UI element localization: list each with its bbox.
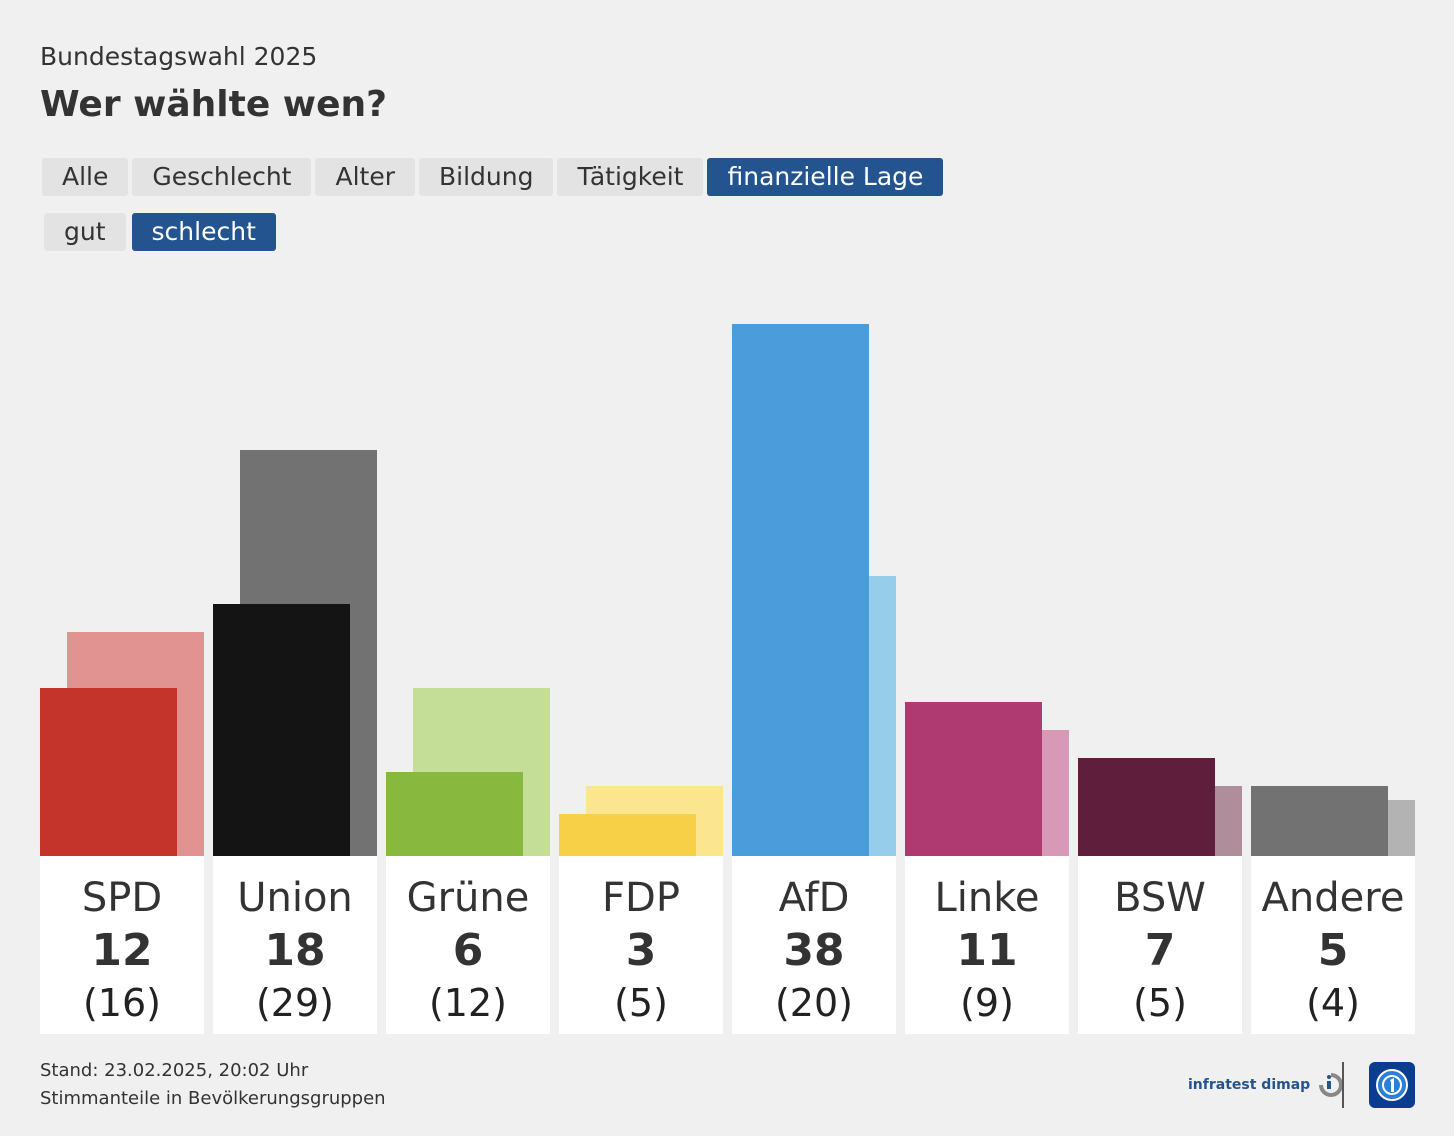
category-label: Grüne [407, 875, 530, 921]
comparison-label: (4) [1306, 981, 1360, 1025]
data-label: 38 [783, 925, 844, 976]
comparison-label: (5) [1133, 981, 1187, 1025]
bar-linke[interactable] [905, 702, 1042, 856]
comparison-label: (12) [429, 981, 507, 1025]
comparison-label: (20) [775, 981, 853, 1025]
label-box-union [213, 856, 377, 1034]
label-box-bsw [1078, 856, 1242, 1034]
infratest-dimap-logo[interactable]: infratest dimap [1188, 1072, 1344, 1098]
tab-alle[interactable]: Alle [42, 158, 129, 196]
category-label: AfD [779, 875, 850, 921]
ard-one-icon [1376, 1069, 1408, 1101]
subfilter-tabs: gut schlecht [44, 213, 276, 251]
data-label: 6 [453, 925, 484, 976]
tab-geschlecht[interactable]: Geschlecht [132, 158, 312, 196]
label-box-afd [732, 856, 896, 1034]
category-label: SPD [82, 875, 162, 921]
chart-kicker: Bundestagswahl 2025 [40, 42, 318, 71]
footnote: Stimmanteile in Bevölkerungsgruppen [40, 1088, 386, 1109]
bar-spd[interactable] [40, 688, 177, 856]
category-label: Union [237, 875, 353, 921]
tab-finanzielle-lage[interactable]: finanzielle Lage [707, 158, 944, 196]
label-box-linke [905, 856, 1069, 1034]
tab-bildung[interactable]: Bildung [418, 158, 554, 196]
tab-alter[interactable]: Alter [315, 158, 415, 196]
timestamp: Stand: 23.02.2025, 20:02 Uhr [40, 1060, 309, 1081]
label-box-spd [40, 856, 204, 1034]
infratest-logo-text: infratest dimap [1188, 1077, 1311, 1093]
chart-title: Wer wählte wen? [40, 84, 387, 125]
data-label: 11 [956, 925, 1017, 976]
data-label: 3 [626, 925, 657, 976]
subtab-schlecht[interactable]: schlecht [131, 213, 276, 251]
comparison-label: (16) [83, 981, 161, 1025]
bar-union[interactable] [213, 604, 350, 856]
category-label: BSW [1114, 875, 1206, 921]
category-label: Andere [1262, 875, 1405, 921]
bar-grüne[interactable] [386, 772, 523, 856]
label-box-fdp [559, 856, 723, 1034]
bar-andere[interactable] [1251, 786, 1388, 856]
data-label: 5 [1318, 925, 1349, 976]
tab-taetigkeit[interactable]: Tätigkeit [557, 158, 704, 196]
label-box-andere [1251, 856, 1415, 1034]
bar-afd[interactable] [732, 324, 869, 856]
comparison-label: (29) [256, 981, 334, 1025]
data-label: 18 [264, 925, 325, 976]
category-label: FDP [602, 875, 680, 921]
label-box-grüne [386, 856, 550, 1034]
bar-fdp[interactable] [559, 814, 696, 856]
filter-tabs: Alle Geschlecht Alter Bildung Tätigkeit … [42, 158, 944, 196]
infratest-mark-icon [1319, 1073, 1344, 1097]
category-label: Linke [934, 875, 1039, 921]
logo-divider [1342, 1062, 1344, 1108]
bar-bsw[interactable] [1078, 758, 1215, 856]
subtab-gut[interactable]: gut [44, 213, 126, 251]
ard-logo-icon[interactable] [1369, 1062, 1415, 1108]
data-label: 12 [91, 925, 152, 976]
comparison-label: (5) [614, 981, 668, 1025]
comparison-label: (9) [960, 981, 1014, 1025]
data-label: 7 [1145, 925, 1176, 976]
